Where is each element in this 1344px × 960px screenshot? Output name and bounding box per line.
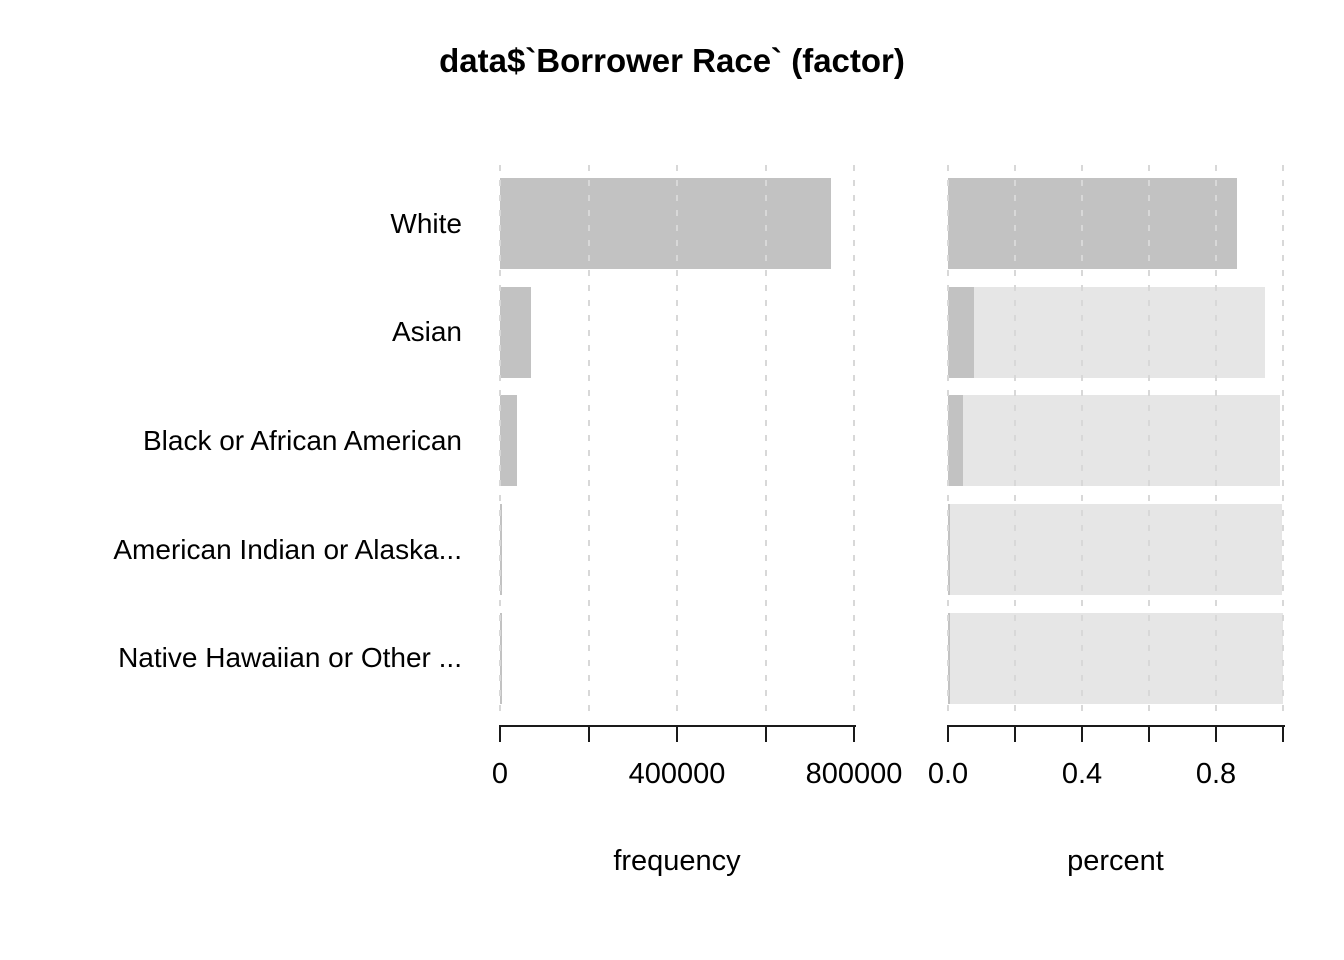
x-axis-tick	[1081, 725, 1083, 742]
x-axis-tick	[1282, 725, 1284, 742]
gridline	[499, 165, 501, 718]
x-axis-line	[948, 725, 1285, 727]
gridline	[853, 165, 855, 718]
x-axis-tick-label: 0.8	[1195, 758, 1237, 790]
cumulative-percent-bar	[948, 395, 1280, 487]
gridline	[947, 165, 949, 718]
x-axis-line	[500, 725, 856, 727]
x-axis-tick-label: 400000	[628, 758, 726, 790]
frequency-bar	[500, 178, 831, 269]
x-axis-tick	[1014, 725, 1016, 742]
x-axis-tick-label: 0.4	[1061, 758, 1103, 790]
x-axis-tick-label: 800000	[805, 758, 903, 790]
x-axis-tick	[853, 725, 855, 742]
gridline	[764, 165, 767, 718]
x-axis-tick	[1215, 725, 1217, 742]
category-label: Native Hawaiian or Other ...	[118, 642, 462, 674]
gridline	[1215, 165, 1217, 718]
cumulative-percent-bar	[948, 504, 1282, 596]
x-axis-tick	[587, 725, 590, 742]
gridline	[587, 165, 590, 718]
chart-title: data$`Borrower Race` (factor)	[439, 42, 905, 79]
gridline	[1081, 165, 1083, 718]
frequency-bar	[500, 612, 502, 704]
percent-bar	[948, 178, 1238, 269]
percent-bar	[948, 395, 963, 487]
frequency-bar	[500, 504, 503, 596]
gridline	[676, 165, 678, 718]
x-axis-tick-label: 0.0	[927, 758, 969, 790]
category-label: American Indian or Alaska...	[113, 533, 462, 565]
gridline	[1282, 165, 1284, 718]
category-label: Black or African American	[142, 424, 462, 456]
frequency-bar	[500, 395, 517, 487]
x-axis-tick	[947, 725, 949, 742]
x-axis-tick	[676, 725, 678, 742]
frequency-bar	[500, 286, 531, 378]
gridline	[1014, 165, 1016, 718]
frequency-axis-title: frequency	[613, 845, 741, 877]
percent-bar	[948, 504, 951, 596]
percent-bar	[948, 612, 950, 704]
category-label: White	[390, 207, 462, 239]
x-axis-tick	[1148, 725, 1150, 742]
x-axis-tick	[764, 725, 767, 742]
category-label: Asian	[391, 316, 462, 348]
x-axis-tick-label: 0	[491, 758, 509, 790]
percent-axis-title: percent	[1067, 845, 1164, 877]
x-axis-tick	[499, 725, 501, 742]
cumulative-percent-bar	[948, 286, 1265, 378]
percent-bar	[948, 286, 975, 378]
gridline	[1148, 165, 1150, 718]
cumulative-percent-bar	[948, 612, 1283, 704]
